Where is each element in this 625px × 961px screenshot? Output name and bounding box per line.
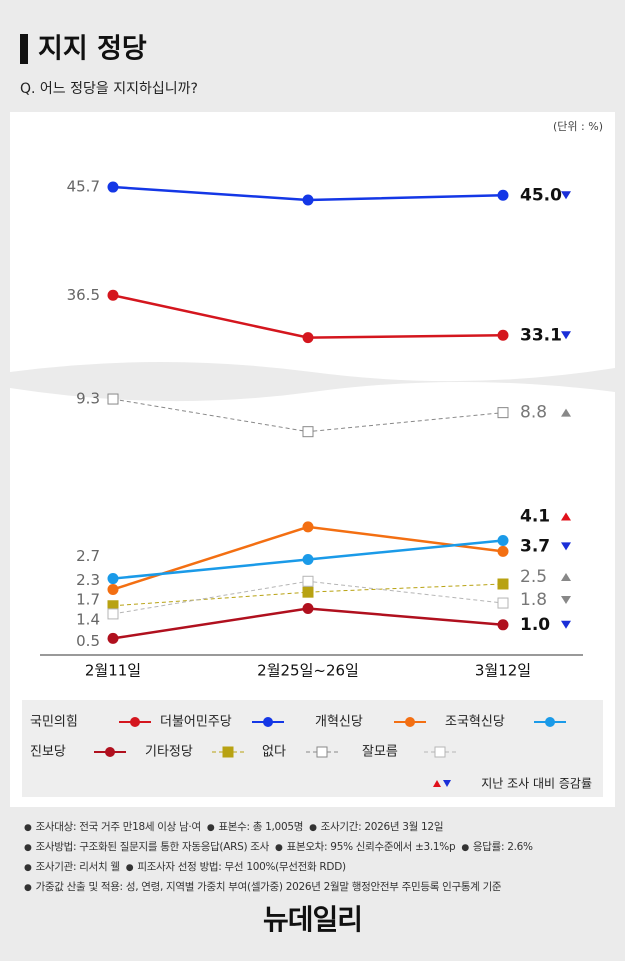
note-line: 조사방법: 구조화된 질문지를 통한 자동응답(ARS) 조사 표본오차: 95%… <box>24 838 614 858</box>
point <box>107 632 119 644</box>
point <box>497 407 509 419</box>
question: Q. 어느 정당을 지지하십니까? <box>20 81 198 97</box>
start-label: 1.7 <box>76 590 100 608</box>
trend-arrow <box>561 191 571 200</box>
legend-label: 기타정당 <box>145 745 193 760</box>
point <box>497 597 509 609</box>
legend-marker <box>434 746 446 758</box>
legend-label: 국민의힘 <box>30 715 78 730</box>
note: 조사대상: 전국 거주 만18세 이상 남·여 <box>24 821 201 833</box>
point <box>302 332 314 344</box>
title: 지지 정당 <box>38 34 147 65</box>
end-label: 45.0 <box>520 185 562 205</box>
trend-arrow <box>561 542 571 551</box>
legend-label: 조국혁신당 <box>445 715 505 730</box>
legend-marker <box>316 746 328 758</box>
note: 조사기관: 리서치 웰 <box>24 861 120 873</box>
end-label: 1.8 <box>520 590 547 610</box>
point <box>107 573 119 585</box>
x-tick-label: 2월25일~26일 <box>257 662 359 680</box>
note-down <box>443 780 451 787</box>
end-label: 33.1 <box>520 325 562 345</box>
note: 응답률: 2.6% <box>461 841 533 853</box>
end-label: 1.0 <box>520 615 550 635</box>
chart: 지지 정당 Q. 어느 정당을 지지하십니까? (단위 : %) 지난 조사 대… <box>10 34 615 807</box>
note: 조사기간: 2026년 3월 12일 <box>309 821 443 833</box>
note-line: 조사기관: 리서치 웰 피조사자 선정 방법: 무선 100%(무선전화 RDD) <box>24 858 614 878</box>
trend-note: 지난 조사 대비 증감률 <box>481 777 592 791</box>
point <box>302 602 314 614</box>
trend-arrow <box>561 408 571 417</box>
point <box>302 426 314 438</box>
point <box>302 586 314 598</box>
point <box>302 521 314 533</box>
legend-marker <box>263 717 273 727</box>
point <box>107 608 119 620</box>
trend-arrow <box>561 620 571 629</box>
legend-marker <box>405 717 415 727</box>
legend-label: 개혁신당 <box>315 715 363 730</box>
end-label: 8.8 <box>520 403 547 423</box>
note: 조사방법: 구조화된 질문지를 통한 자동응답(ARS) 조사 <box>24 841 269 853</box>
axis-break <box>10 362 615 402</box>
point <box>107 181 119 193</box>
x-tick-label: 2월11일 <box>85 662 141 680</box>
legend-marker <box>130 717 140 727</box>
note: 피조사자 선정 방법: 무선 100%(무선전화 RDD) <box>126 861 346 873</box>
x-tick-label: 3월12일 <box>475 662 531 680</box>
notes: 조사대상: 전국 거주 만18세 이상 남·여 표본수: 총 1,005명 조사기간… <box>24 818 614 898</box>
end-label: 4.1 <box>520 506 550 526</box>
start-label: 2.7 <box>76 547 100 565</box>
point <box>302 194 314 206</box>
end-label: 2.5 <box>520 567 547 587</box>
card <box>10 112 615 807</box>
note: 가중값 산출 및 적용: 성, 연령, 지역별 가중치 부여(셀가중) 2026… <box>24 881 502 893</box>
point <box>107 583 119 595</box>
start-label: 9.3 <box>76 390 100 408</box>
start-label: 36.5 <box>67 286 100 304</box>
legend-label: 잘모름 <box>362 745 398 760</box>
note-line: 조사대상: 전국 거주 만18세 이상 남·여 표본수: 총 1,005명 조사기간… <box>24 818 614 838</box>
trend-arrow <box>561 331 571 340</box>
trend-arrow <box>561 512 571 521</box>
end-label: 3.7 <box>520 536 550 556</box>
legend-label: 진보당 <box>30 745 66 760</box>
point <box>497 534 509 546</box>
trend-arrow <box>561 596 571 605</box>
note: 표본오차: 95% 신뢰수준에서 ±3.1%p <box>275 841 456 853</box>
legend-marker <box>545 717 555 727</box>
point <box>302 554 314 566</box>
legend-label: 더불어민주당 <box>160 715 232 730</box>
point <box>107 393 119 405</box>
legend-label: 없다 <box>262 745 286 760</box>
point <box>497 619 509 631</box>
note-up <box>433 780 441 787</box>
start-label: 2.3 <box>76 571 100 589</box>
point <box>107 289 119 301</box>
start-label: 45.7 <box>67 178 100 196</box>
legend-marker <box>222 746 234 758</box>
unit: (단위 : %) <box>553 120 603 133</box>
note-line: 가중값 산출 및 적용: 성, 연령, 지역별 가중치 부여(셀가중) 2026… <box>24 878 614 898</box>
legend-box <box>22 700 603 797</box>
start-label: 0.5 <box>76 632 100 650</box>
point <box>497 329 509 341</box>
logo: 뉴데일리 <box>262 903 363 936</box>
point <box>497 189 509 201</box>
start-label: 1.4 <box>76 610 100 628</box>
series-line <box>112 583 504 607</box>
title-bar <box>20 34 28 64</box>
point <box>497 578 509 590</box>
note: 표본수: 총 1,005명 <box>207 821 304 833</box>
point <box>302 575 314 587</box>
legend-marker <box>105 747 115 757</box>
trend-arrow <box>561 573 571 581</box>
point <box>497 545 509 557</box>
